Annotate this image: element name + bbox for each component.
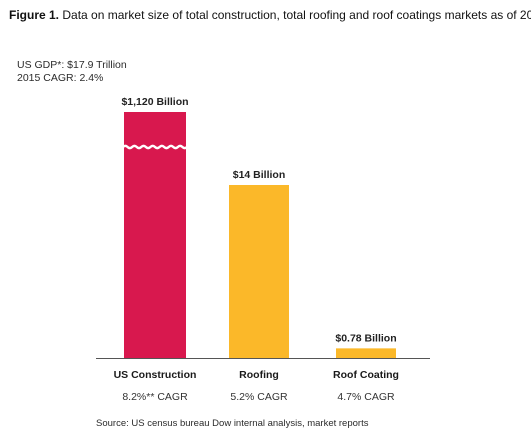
gdp-note: US GDP*: $17.9 Trillion xyxy=(17,59,127,71)
figure-label: Figure 1. xyxy=(9,8,60,22)
cagr-label: 5.2% CAGR xyxy=(230,391,288,403)
axis-break-mark xyxy=(122,144,188,150)
cagr-label: 4.7% CAGR xyxy=(337,391,395,403)
category-label: Roofing xyxy=(239,369,279,381)
labels-layer: $1,120 Billion US Construction 8.2%** CAGR… xyxy=(114,96,399,403)
cagr-label: 8.2%** CAGR xyxy=(122,391,188,403)
bar-us-construction xyxy=(124,112,186,358)
bar-value-label: $1,120 Billion xyxy=(121,96,188,108)
cagr-note: 2015 CAGR: 2.4% xyxy=(17,72,104,84)
bar-value-label: $0.78 Billion xyxy=(335,332,396,344)
header-notes: US GDP*: $17.9 Trillion 2015 CAGR: 2.4% xyxy=(17,59,127,85)
category-label: US Construction xyxy=(114,369,197,381)
figure-caption: Figure 1. Data on market size of total c… xyxy=(9,7,531,23)
figure-text: Data on market size of total constructio… xyxy=(62,8,531,22)
category-label: Roof Coating xyxy=(333,369,399,381)
bar-roofing xyxy=(229,185,289,358)
bar-roof-coating xyxy=(336,348,396,358)
bars-layer xyxy=(96,112,430,359)
source-note: Source: US census bureau Dow internal an… xyxy=(96,418,369,429)
bar-value-label: $14 Billion xyxy=(233,169,286,181)
